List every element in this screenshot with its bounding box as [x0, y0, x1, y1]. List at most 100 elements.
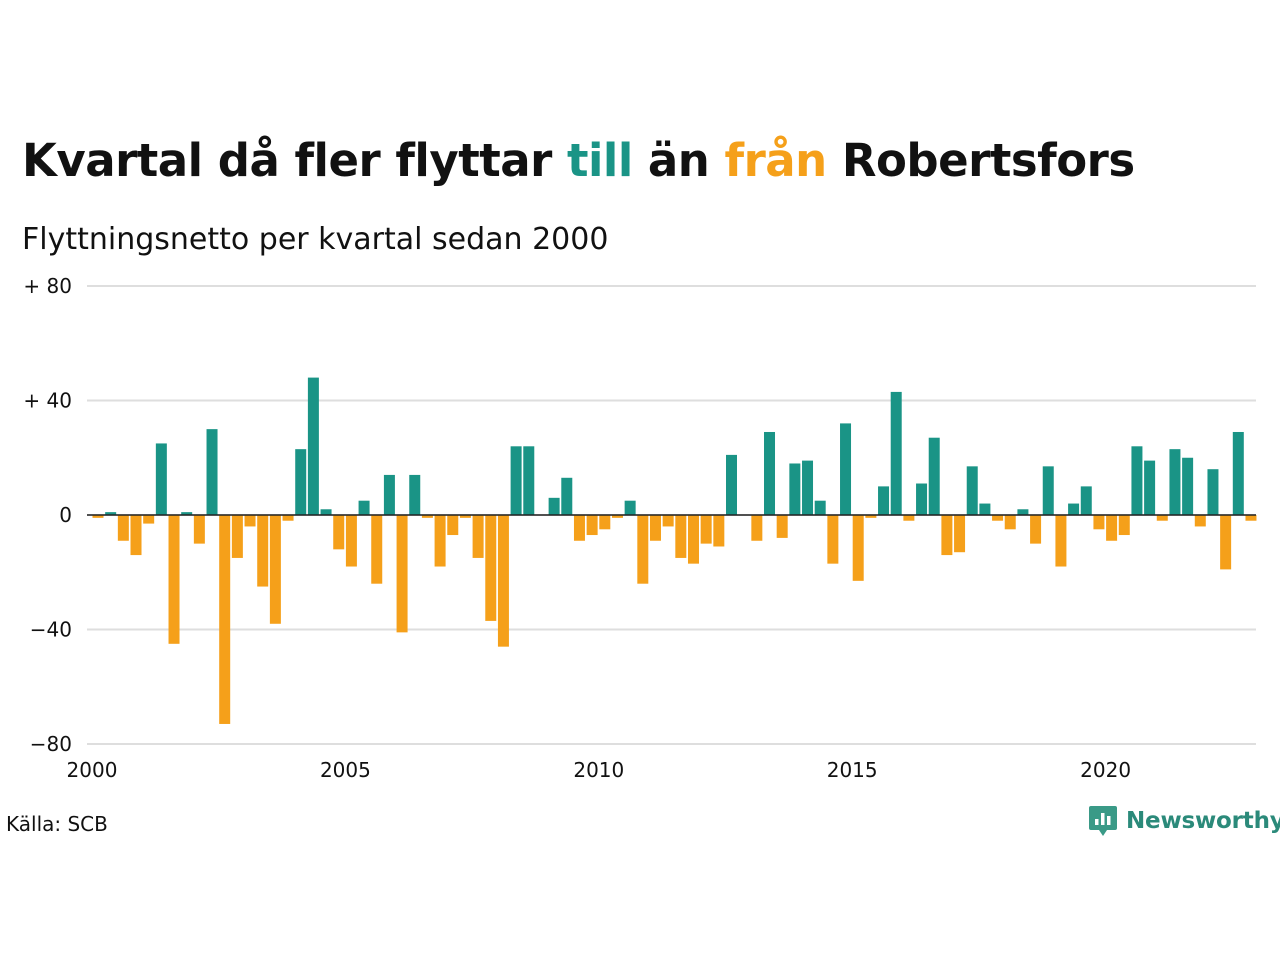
bar: [1220, 515, 1232, 570]
newsworthy-logo-icon: [1089, 806, 1117, 836]
bar: [878, 486, 890, 516]
bar: [1245, 515, 1257, 521]
bar: [409, 474, 421, 515]
x-tick-label: 2010: [573, 758, 624, 782]
x-tick-labels: 2000 2005 2010 2015 2020: [67, 758, 1132, 782]
y-tick-label: 0: [59, 503, 72, 527]
bar: [992, 515, 1004, 521]
bar: [523, 446, 535, 515]
bar: [1068, 503, 1080, 515]
bar: [751, 515, 763, 541]
y-tick-label: + 40: [23, 389, 72, 413]
bar-chart: + 80 + 40 0 −40 −80 2000 2005 2010 2015 2020: [23, 274, 1257, 782]
y-tick-labels: + 80 + 40 0 −40 −80: [23, 274, 72, 756]
bar: [155, 443, 167, 515]
bar: [269, 515, 281, 624]
bar: [890, 391, 902, 515]
bar: [954, 515, 966, 553]
bar: [1030, 515, 1042, 544]
bar: [168, 515, 180, 644]
bar: [193, 515, 205, 544]
bar: [1093, 515, 1105, 530]
bar: [662, 515, 674, 527]
y-tick-label: −80: [30, 732, 72, 756]
bar: [941, 515, 953, 556]
bar: [497, 515, 509, 647]
bar: [611, 515, 623, 518]
bar: [852, 515, 864, 581]
bar: [1118, 515, 1130, 536]
bar: [219, 515, 231, 724]
bar: [1017, 509, 1029, 515]
bar: [637, 515, 649, 584]
bar: [903, 515, 915, 521]
bar: [244, 515, 256, 527]
bar: [117, 515, 129, 541]
bar: [814, 500, 826, 515]
title-text-1: Kvartal då fler flyttar: [22, 134, 567, 187]
bar: [1207, 469, 1219, 515]
bar: [573, 515, 585, 541]
chart-subtitle: Flyttningsnetto per kvartal sedan 2000: [22, 222, 609, 257]
bar: [295, 449, 307, 515]
bar: [333, 515, 345, 550]
bar: [586, 515, 598, 536]
bar: [979, 503, 991, 515]
bar: [966, 466, 978, 515]
bar: [675, 515, 687, 558]
brand-logo: Newsworthy: [1088, 804, 1280, 838]
bar: [383, 474, 395, 515]
bar: [472, 515, 484, 558]
bar: [396, 515, 408, 633]
bar: [143, 515, 155, 524]
bar: [105, 512, 117, 515]
bar: [713, 515, 725, 547]
bar: [358, 500, 370, 515]
bar: [1042, 466, 1054, 515]
bar: [776, 515, 788, 538]
bar: [434, 515, 446, 567]
x-tick-label: 2020: [1080, 758, 1131, 782]
bar: [307, 377, 319, 515]
bars: [92, 377, 1257, 724]
bar: [1182, 457, 1194, 515]
bar: [928, 437, 940, 515]
bar: [1232, 431, 1244, 515]
bar: [92, 515, 104, 518]
bar: [1156, 515, 1168, 521]
bar: [1055, 515, 1067, 567]
bar: [1144, 460, 1156, 515]
bar: [421, 515, 433, 518]
x-tick-label: 2000: [67, 758, 118, 782]
y-tick-label: + 80: [23, 274, 72, 298]
bar: [599, 515, 611, 530]
title-text-3: Robertsfors: [826, 134, 1135, 187]
bar: [1194, 515, 1206, 527]
bar: [865, 515, 877, 518]
bar: [548, 497, 560, 515]
bar: [447, 515, 459, 536]
chart-title: Kvartal då fler flyttar till än från Rob…: [22, 134, 1135, 187]
bar: [231, 515, 243, 558]
bar: [1169, 449, 1181, 515]
x-tick-label: 2005: [320, 758, 371, 782]
bar: [1004, 515, 1016, 530]
bar: [371, 515, 383, 584]
bar: [181, 512, 193, 515]
bar: [827, 515, 839, 564]
title-highlight-negative: från: [724, 134, 828, 187]
bar: [916, 483, 928, 515]
title-text-2: än: [632, 134, 725, 187]
bar: [1080, 486, 1092, 516]
bar: [206, 429, 218, 516]
bar: [789, 463, 801, 515]
bar: [320, 509, 332, 515]
bar: [510, 446, 522, 515]
bar: [802, 460, 814, 515]
bar: [649, 515, 661, 541]
brand-name: Newsworthy: [1126, 808, 1280, 834]
bar: [282, 515, 294, 521]
bar: [764, 431, 776, 515]
bar: [1131, 446, 1143, 515]
bar: [561, 477, 573, 515]
